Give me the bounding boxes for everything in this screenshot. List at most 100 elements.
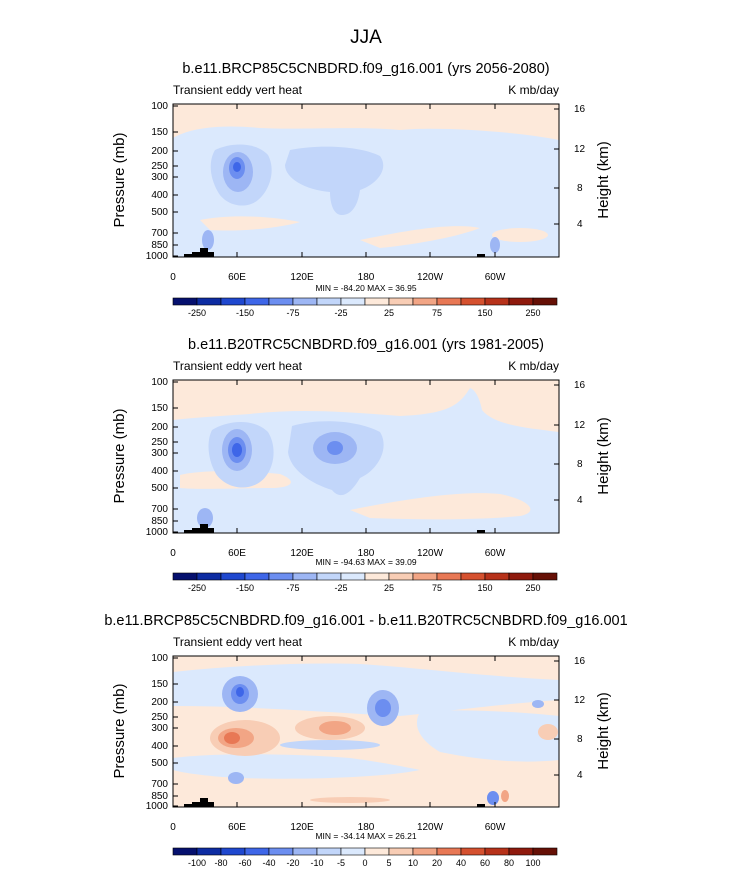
panel-1-blob-east-fill xyxy=(285,146,384,215)
panel-3-y-label-300: 300 xyxy=(151,723,168,734)
panel-2-positive-top xyxy=(173,380,559,432)
panel-3-y-label-200: 200 xyxy=(151,697,168,708)
panel-1-colorbar-box xyxy=(460,297,486,306)
panel-1-y-label-850: 850 xyxy=(151,240,168,251)
panel-2-stats: MIN = -94.63 MAX = 39.09 xyxy=(315,557,416,567)
panel-2-colorbar-label: 150 xyxy=(477,583,492,593)
panel-3-y-label-150: 150 xyxy=(151,679,168,690)
panel-2-title: b.e11.B20TRC5CNBDRD.f09_g16.001 (yrs 198… xyxy=(188,337,544,353)
panel-1-low-pos-patch xyxy=(492,228,548,242)
panel-1-x-label-4: 120W xyxy=(417,272,444,283)
panel-1-x-label-0: 0 xyxy=(170,272,176,283)
panel-2-colorbar-box xyxy=(460,572,486,581)
panel-2-ylabel-right: Height (km) xyxy=(595,417,612,495)
panel-1-colorbar-box xyxy=(292,297,318,306)
panel-3-x-label-5: 60W xyxy=(485,822,506,833)
panel-3-pos-surface-east xyxy=(501,790,509,802)
panel-2-colorbar-label: 75 xyxy=(432,583,442,593)
panel-2-positive-low-east xyxy=(350,493,531,520)
panel-3-colorbar-label: 80 xyxy=(504,858,514,868)
panel-3-y-label-400: 400 xyxy=(151,741,168,752)
panel-2-surface-blue xyxy=(197,508,213,528)
panel-1-y-label-500: 500 xyxy=(151,207,168,218)
panel-2-y-label-250: 250 xyxy=(151,437,168,448)
panel-3-neg-band-east xyxy=(416,710,559,762)
panel-2-colorbar-box xyxy=(412,572,438,581)
panel-3-colorbar-label: 5 xyxy=(386,858,391,868)
panel-1-colorbar-box xyxy=(364,297,390,306)
panel-2-y-ticks xyxy=(173,381,178,533)
panel-2-y-label-150: 150 xyxy=(151,403,168,414)
panel-2-colorbar-label: -25 xyxy=(334,583,347,593)
panel-2-x-label-0: 0 xyxy=(170,548,176,559)
panel-2-colorbar-box xyxy=(436,572,462,581)
panel-3: b.e11.BRCP85C5CNBDRD.f09_g16.001 - b.e11… xyxy=(104,613,627,868)
panel-1-y2-label-4: 4 xyxy=(577,219,583,230)
panel-2-y2-label-12: 12 xyxy=(574,420,586,431)
panel-3-title: b.e11.BRCP85C5CNBDRD.f09_g16.001 - b.e11… xyxy=(104,613,627,629)
panel-3-colorbar-label: -10 xyxy=(310,858,323,868)
panel-2-right-subtitle: K mb/day xyxy=(508,359,559,373)
panel-3-y2-ticks xyxy=(554,660,559,776)
panel-2-y-label-850: 850 xyxy=(151,516,168,527)
panel-2-y-label-200: 200 xyxy=(151,422,168,433)
panel-3-y-ticks xyxy=(173,657,178,807)
panel-1-colorbar-box xyxy=(484,297,510,306)
panel-1-y-label-400: 400 xyxy=(151,190,168,201)
panel-2-y2-ticks xyxy=(554,384,559,501)
panel-1-colorbar-label: -75 xyxy=(286,308,299,318)
panel-2-y-label-700: 700 xyxy=(151,504,168,515)
panel-1-y-label-200: 200 xyxy=(151,146,168,157)
panel-1-colorbar-box xyxy=(340,297,366,306)
panel-3-y-label-700: 700 xyxy=(151,779,168,790)
panel-3-pos-core-east-b xyxy=(319,721,351,735)
panel-2-colorbar-box xyxy=(220,572,246,581)
panel-1-y2-ticks xyxy=(554,108,559,225)
panel-3-colorbar-box xyxy=(196,847,222,856)
panel-2-colorbar-box xyxy=(388,572,414,581)
panel-3-x-label-4: 120W xyxy=(417,822,444,833)
panel-1-x-label-3: 180 xyxy=(358,272,375,283)
panel-3-stats: MIN = -34.14 MAX = 26.21 xyxy=(315,831,416,841)
panel-3-colorbar-labels: -100 -80 -60 -40 -20 -10 -5 0 5 10 20 40 60 80 100 xyxy=(188,858,541,868)
panel-1-colorbar-box xyxy=(388,297,414,306)
panel-1-colorbar-label: 75 xyxy=(432,308,442,318)
panel-3-neg-surface xyxy=(228,772,244,784)
panel-3-colorbar-label: 40 xyxy=(456,858,466,868)
panel-2-core-c xyxy=(232,443,242,457)
panel-1-y2-tick-labels: 16 12 8 4 xyxy=(574,104,586,230)
panel-2-x-label-4: 120W xyxy=(417,548,444,559)
panel-2-colorbar-box xyxy=(244,572,270,581)
panel-3-y-label-500: 500 xyxy=(151,758,168,769)
panel-2-y-label-400: 400 xyxy=(151,466,168,477)
panel-1-title: b.e11.BRCP85C5CNBDRD.f09_g16.001 (yrs 20… xyxy=(182,61,549,77)
panel-1-x-label-1: 60E xyxy=(228,272,246,283)
panel-1-x-label-5: 60W xyxy=(485,272,506,283)
panel-3-y2-label-4: 4 xyxy=(577,770,583,781)
panel-2-x-label-3: 180 xyxy=(358,548,375,559)
panel-1-colorbar-label: -25 xyxy=(334,308,347,318)
panel-3-colorbar-label: 100 xyxy=(525,858,540,868)
panel-2-colorbar-box xyxy=(484,572,510,581)
panel-3-ylabel: Pressure (mb) xyxy=(111,683,128,778)
panel-3-y-tick-labels: 100 150 200 250 300 400 500 700 850 1000 xyxy=(146,653,169,812)
panel-3-colorbar-label: 0 xyxy=(362,858,367,868)
panel-3-y2-label-12: 12 xyxy=(574,695,586,706)
panel-1-y-label-150: 150 xyxy=(151,127,168,138)
panel-1-colorbar-label: -150 xyxy=(236,308,254,318)
panel-3-x-label-2: 120E xyxy=(290,822,314,833)
panel-2-colorbar-box xyxy=(316,572,342,581)
panel-1-x-label-2: 120E xyxy=(290,272,314,283)
panel-3-colorbar-label: 60 xyxy=(480,858,490,868)
panel-3-neg-surface-east xyxy=(487,791,499,805)
panel-3-neg-band-upper xyxy=(173,663,559,716)
panel-3-colorbar-label: -80 xyxy=(214,858,227,868)
panel-2-y-label-500: 500 xyxy=(151,483,168,494)
panel-2-y2-label-16: 16 xyxy=(574,380,586,391)
panel-3-colorbar-box xyxy=(388,847,414,856)
panel-3-colorbar-label: -100 xyxy=(188,858,206,868)
panel-3-colorbar-label: 10 xyxy=(408,858,418,868)
panel-2-y-label-1000: 1000 xyxy=(146,527,169,538)
panel-1-colorbar-labels: -250 -150 -75 -25 25 75 150 250 xyxy=(188,308,541,318)
